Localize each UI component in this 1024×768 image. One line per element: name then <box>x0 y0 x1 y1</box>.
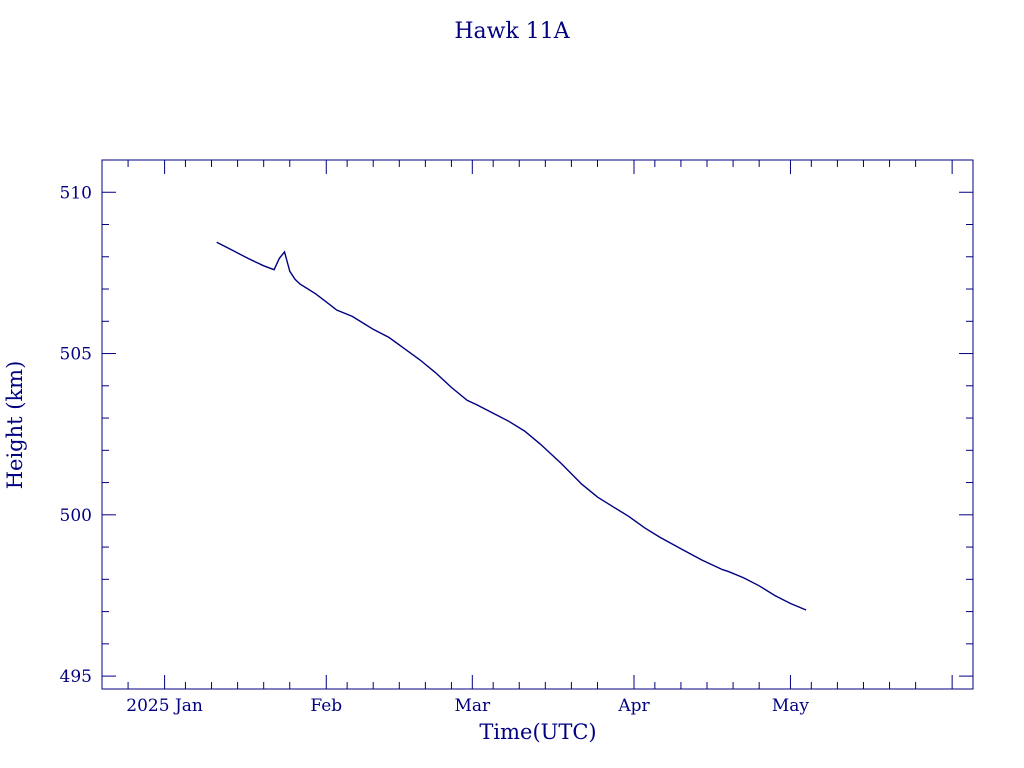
y-tick-label: 510 <box>60 183 92 203</box>
plot-frame <box>101 159 974 690</box>
x-tick-label: Feb <box>310 696 342 716</box>
x-tick-label: Apr <box>617 696 650 716</box>
x-axis-label: Time(UTC) <box>479 720 596 744</box>
y-tick-label: 500 <box>60 506 92 526</box>
chart-title: Hawk 11A <box>454 19 570 44</box>
x-tick-label: 2025 Jan <box>126 696 203 716</box>
axis-ticks <box>101 159 974 689</box>
x-tick-labels: 2025 Jan Feb Mar Apr May <box>126 696 809 716</box>
series-line-height <box>216 241 807 611</box>
y-tick-label: 505 <box>60 345 92 365</box>
x-tick-label: Mar <box>454 696 491 716</box>
y-tick-label: 495 <box>60 667 92 687</box>
y-tick-labels: 495 500 505 510 <box>60 183 92 687</box>
y-axis-label: Height (km) <box>3 361 27 490</box>
x-tick-label: May <box>772 696 810 716</box>
